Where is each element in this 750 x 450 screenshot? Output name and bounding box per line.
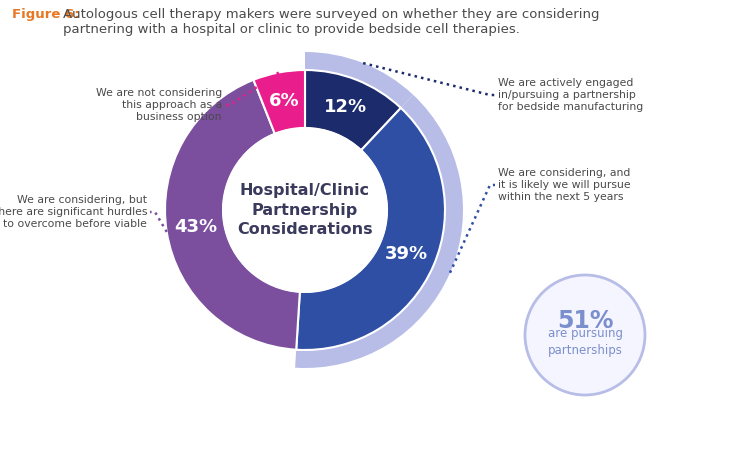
Circle shape <box>525 275 645 395</box>
Text: 39%: 39% <box>386 245 428 263</box>
Text: are pursuing
partnerships: are pursuing partnerships <box>548 327 622 357</box>
Wedge shape <box>295 95 463 368</box>
Text: 12%: 12% <box>324 98 368 116</box>
Text: Hospital/Clinic: Hospital/Clinic <box>240 183 370 198</box>
Text: Partnership: Partnership <box>252 202 358 217</box>
Text: Autologous cell therapy makers were surveyed on whether they are considering
par: Autologous cell therapy makers were surv… <box>63 8 599 36</box>
Wedge shape <box>305 70 401 150</box>
Text: 6%: 6% <box>269 92 299 110</box>
Text: 43%: 43% <box>174 218 217 236</box>
Wedge shape <box>165 80 300 350</box>
Wedge shape <box>254 70 305 134</box>
Text: Considerations: Considerations <box>237 222 373 238</box>
Wedge shape <box>296 108 445 350</box>
Text: 51%: 51% <box>556 309 614 333</box>
Text: We are actively engaged
in/pursuing a partnership
for bedside manufacturing: We are actively engaged in/pursuing a pa… <box>498 78 644 112</box>
Text: We are not considering
this approach as a
business option: We are not considering this approach as … <box>96 88 222 122</box>
Text: We are considering, but
there are significant hurdles
to overcome before viable: We are considering, but there are signif… <box>0 195 147 229</box>
Text: Figure 6:: Figure 6: <box>12 8 80 21</box>
Wedge shape <box>305 52 413 108</box>
Text: We are considering, and
it is likely we will pursue
within the next 5 years: We are considering, and it is likely we … <box>498 168 631 202</box>
Circle shape <box>223 128 387 292</box>
